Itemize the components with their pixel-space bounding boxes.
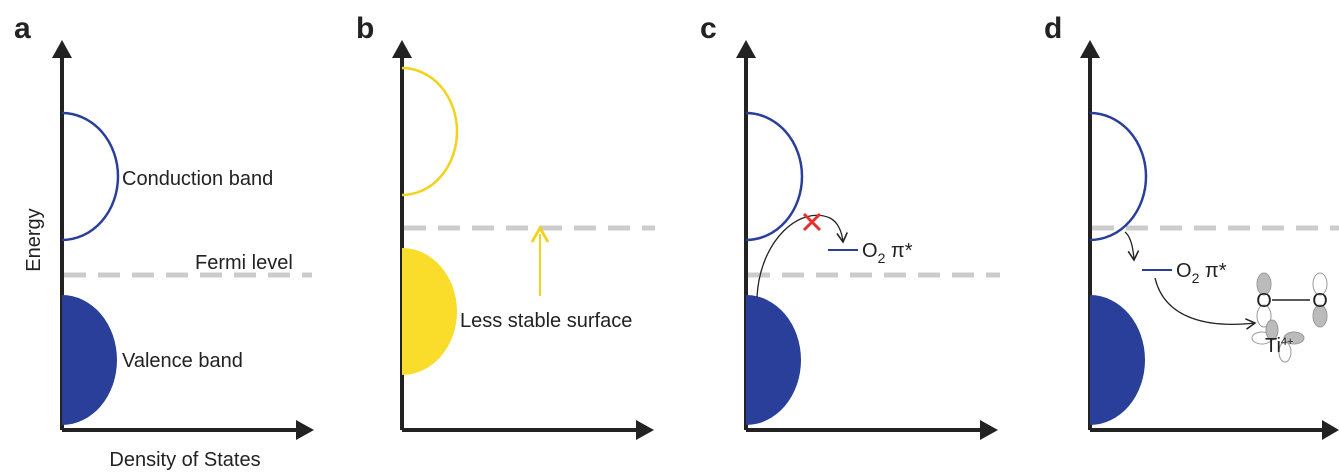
panel-c: c O2 π* xyxy=(700,12,1000,440)
conduction-band xyxy=(62,113,118,240)
metal-base: Ti xyxy=(1265,335,1281,357)
conduction-band xyxy=(1090,113,1146,240)
o2-base: O xyxy=(1176,260,1192,282)
o2-label: O2 π* xyxy=(1176,260,1227,286)
o2-sub: 2 xyxy=(1192,270,1200,286)
panel-a: a Conduction band Fermi level Valence ba… xyxy=(14,12,314,471)
x-axis-label: Density of States xyxy=(109,449,260,471)
o2-sub: 2 xyxy=(878,250,886,266)
transfer-arrow xyxy=(757,215,843,297)
atom-label: O xyxy=(1312,290,1328,312)
fermi-label: Fermi level xyxy=(195,252,293,274)
transfer-arrow xyxy=(1125,232,1134,260)
valence-label: Valence band xyxy=(122,350,243,372)
valence-band xyxy=(1090,295,1145,425)
axes xyxy=(402,52,640,430)
adsorb-arrow xyxy=(1155,278,1255,324)
o2-rest: π* xyxy=(1199,260,1226,282)
y-axis-label: Energy xyxy=(23,208,45,271)
valence-band xyxy=(746,295,801,425)
metal-sup: 4+ xyxy=(1281,336,1294,348)
orbitals xyxy=(1252,273,1327,362)
atom-label: O xyxy=(1256,290,1272,312)
valence-band xyxy=(402,248,457,375)
panel-d: d O2 π* O O Ti4+ xyxy=(1044,12,1339,440)
valence-band xyxy=(62,295,117,425)
conduction-band xyxy=(746,113,802,240)
conduction-band xyxy=(402,68,457,195)
figure: a Conduction band Fermi level Valence ba… xyxy=(0,0,1339,472)
o2-rest: π* xyxy=(885,240,912,262)
o2-base: O xyxy=(862,240,878,262)
o2-label: O2 π* xyxy=(862,240,913,266)
panel-b: b Less stable surface xyxy=(356,12,655,440)
annotation: Less stable surface xyxy=(460,310,632,332)
arrowheads xyxy=(392,40,654,440)
conduction-label: Conduction band xyxy=(122,168,273,190)
panel-label: a xyxy=(14,12,31,45)
panel-label: c xyxy=(700,12,717,45)
panel-label: d xyxy=(1044,12,1062,45)
panel-label: b xyxy=(356,12,374,45)
blocked-mark xyxy=(804,214,820,230)
